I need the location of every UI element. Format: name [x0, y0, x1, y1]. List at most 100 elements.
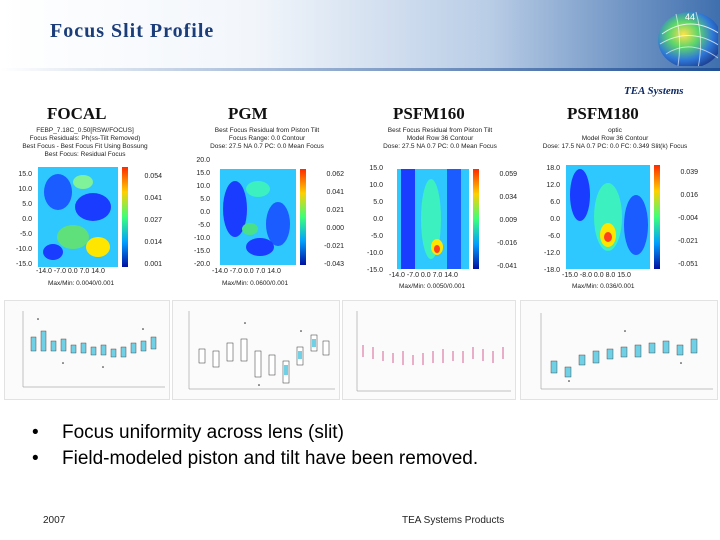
scale-tick: 0.001 [144, 261, 162, 268]
y-tick: 15.0 [369, 165, 383, 172]
header-band [0, 0, 720, 68]
max-min-readout: Max/Min: 0.0600/0.001 [222, 280, 289, 287]
color-scale-ticks: 0.059 0.034 0.009 -0.016 -0.041 [479, 171, 517, 271]
scale-tick: -0.043 [324, 261, 344, 268]
bullet-text: Focus uniformity across lens (slit) [62, 422, 344, 443]
map-title: Best Focus Residual from Piston Tilt Foc… [210, 127, 324, 150]
y-tick: 20.0 [196, 157, 210, 164]
y-tick: -12.0 [544, 250, 560, 257]
boxplot-chart [188, 311, 335, 390]
boxplot-chart [22, 311, 165, 388]
header-rule [0, 68, 720, 71]
bullet-item: • Field-modeled piston and tilt have bee… [32, 446, 478, 472]
column-title-pgm: PGM [228, 104, 268, 123]
page-title: Focus Slit Profile [50, 20, 215, 42]
y-tick: -20.0 [194, 261, 210, 268]
contour-map-panel-psfm160: Best Focus Residual from Piston Tilt Mod… [355, 125, 525, 293]
y-tick: 10.0 [196, 183, 210, 190]
boxplot-chart [540, 313, 713, 390]
scale-tick: 0.062 [326, 171, 344, 178]
y-tick: -15.0 [367, 267, 383, 274]
x-axis-ticks: -15.0 -8.0 0.0 8.0 15.0 [562, 272, 631, 279]
y-tick: -5.0 [19, 231, 32, 238]
contour-heatmap [397, 169, 469, 269]
scale-tick: 0.009 [499, 217, 517, 224]
scale-tick: -0.051 [678, 261, 698, 268]
contour-heatmap [566, 165, 650, 269]
bullet-item: • Focus uniformity across lens (slit) [32, 420, 478, 446]
scale-tick: 0.016 [680, 192, 698, 199]
y-tick: 10.0 [18, 186, 32, 193]
map-title: FEBP_7.18C_0.50[RSW/FOCUS] Focus Residua… [22, 127, 148, 158]
y-axis-ticks: 15.0 10.0 5.0 0.0 -5.0 -10.0 -15.0 [4, 171, 32, 271]
color-scale-ticks: 0.062 0.041 0.021 0.000 -0.021 -0.043 [306, 171, 344, 268]
y-tick: 10.0 [369, 182, 383, 189]
boxplot-panel-psfm180 [520, 300, 718, 400]
scale-tick: 0.021 [326, 207, 344, 214]
column-title-psfm180: PSFM180 [567, 104, 639, 123]
y-axis-ticks: 15.0 10.0 5.0 0.0 -5.0 -10.0 -15.0 [355, 165, 383, 275]
max-min-readout: Max/Min: 0.0050/0.001 [399, 283, 466, 290]
color-scale-ticks: 0.054 0.041 0.027 0.014 0.001 [128, 173, 162, 269]
y-tick: -6.0 [547, 233, 560, 240]
bullet-dot-icon: • [32, 422, 39, 443]
y-tick: 15.0 [196, 170, 210, 177]
y-tick: 0.0 [22, 216, 32, 223]
column-title-psfm160: PSFM160 [393, 104, 465, 123]
y-tick: 12.0 [546, 182, 560, 189]
scale-tick: -0.041 [497, 263, 517, 270]
contour-heatmap [38, 167, 118, 267]
scale-tick: 0.059 [499, 171, 517, 178]
y-tick: 0.0 [373, 216, 383, 223]
scale-tick: 0.014 [144, 239, 162, 246]
scale-tick: 0.034 [499, 194, 517, 201]
y-axis-ticks: 18.0 12.0 6.0 0.0 -6.0 -12.0 -18.0 [530, 165, 560, 275]
y-tick: 6.0 [550, 199, 560, 206]
scale-tick: -0.021 [678, 238, 698, 245]
column-title-focal: FOCAL [47, 104, 107, 123]
y-tick: 0.0 [550, 216, 560, 223]
scale-tick: 0.000 [326, 225, 344, 232]
scale-tick: 0.041 [326, 189, 344, 196]
y-axis-ticks: 20.0 15.0 10.0 5.0 0.0 -5.0 -10.0 -15.0 … [184, 157, 210, 277]
y-tick: 5.0 [200, 196, 210, 203]
y-tick: -10.0 [367, 250, 383, 257]
boxplot-chart [356, 311, 511, 392]
y-tick: 18.0 [546, 165, 560, 172]
color-scale-bar [654, 165, 660, 269]
scale-tick: 0.027 [144, 217, 162, 224]
bullet-list: • Focus uniformity across lens (slit) • … [32, 420, 478, 472]
y-tick: -15.0 [194, 248, 210, 255]
boxplot-panel-psfm160 [342, 300, 516, 400]
page-number: 44 [685, 12, 696, 22]
bullet-dot-icon: • [32, 448, 39, 469]
x-axis-ticks: -14.0 -7.0 0.0 7.0 14.0 [212, 268, 281, 275]
scale-tick: 0.039 [680, 169, 698, 176]
boxplot-panel-pgm [172, 300, 340, 400]
y-tick: -10.0 [16, 246, 32, 253]
y-tick: 5.0 [373, 199, 383, 206]
contour-map-panel-psfm180: optic Model Row 36 Contour Dose: 17.5 NA… [530, 125, 700, 293]
color-scale-ticks: 0.039 0.016 -0.004 -0.021 -0.051 [658, 169, 698, 269]
footer-company: TEA Systems Products [402, 515, 505, 526]
x-axis-ticks: -14.0 -7.0 0.0 7.0 14.0 [389, 272, 458, 279]
max-min-readout: Max/Min: 0.0040/0.001 [48, 280, 115, 287]
y-tick: -5.0 [370, 233, 383, 240]
contour-map-panel-focal: FEBP_7.18C_0.50[RSW/FOCUS] Focus Residua… [0, 125, 170, 293]
footer-year: 2007 [43, 515, 66, 526]
scale-tick: 0.054 [144, 173, 162, 180]
contour-heatmap [220, 169, 296, 265]
color-scale-bar [300, 169, 306, 265]
brand-name: TEA Systems [624, 85, 684, 97]
x-axis-ticks: -14.0 -7.0 0.0 7.0 14.0 [36, 268, 105, 275]
max-min-readout: Max/Min: 0.036/0.001 [572, 283, 635, 290]
globe-logo-icon [658, 11, 718, 66]
scale-tick: -0.021 [324, 243, 344, 250]
scale-tick: -0.004 [678, 215, 698, 222]
color-scale-bar [122, 167, 128, 267]
y-tick: -5.0 [197, 222, 210, 229]
contour-map-panel-pgm: Best Focus Residual from Piston Tilt Foc… [182, 125, 352, 293]
y-tick: -10.0 [194, 235, 210, 242]
color-scale-bar [473, 169, 479, 269]
y-tick: 15.0 [18, 171, 32, 178]
